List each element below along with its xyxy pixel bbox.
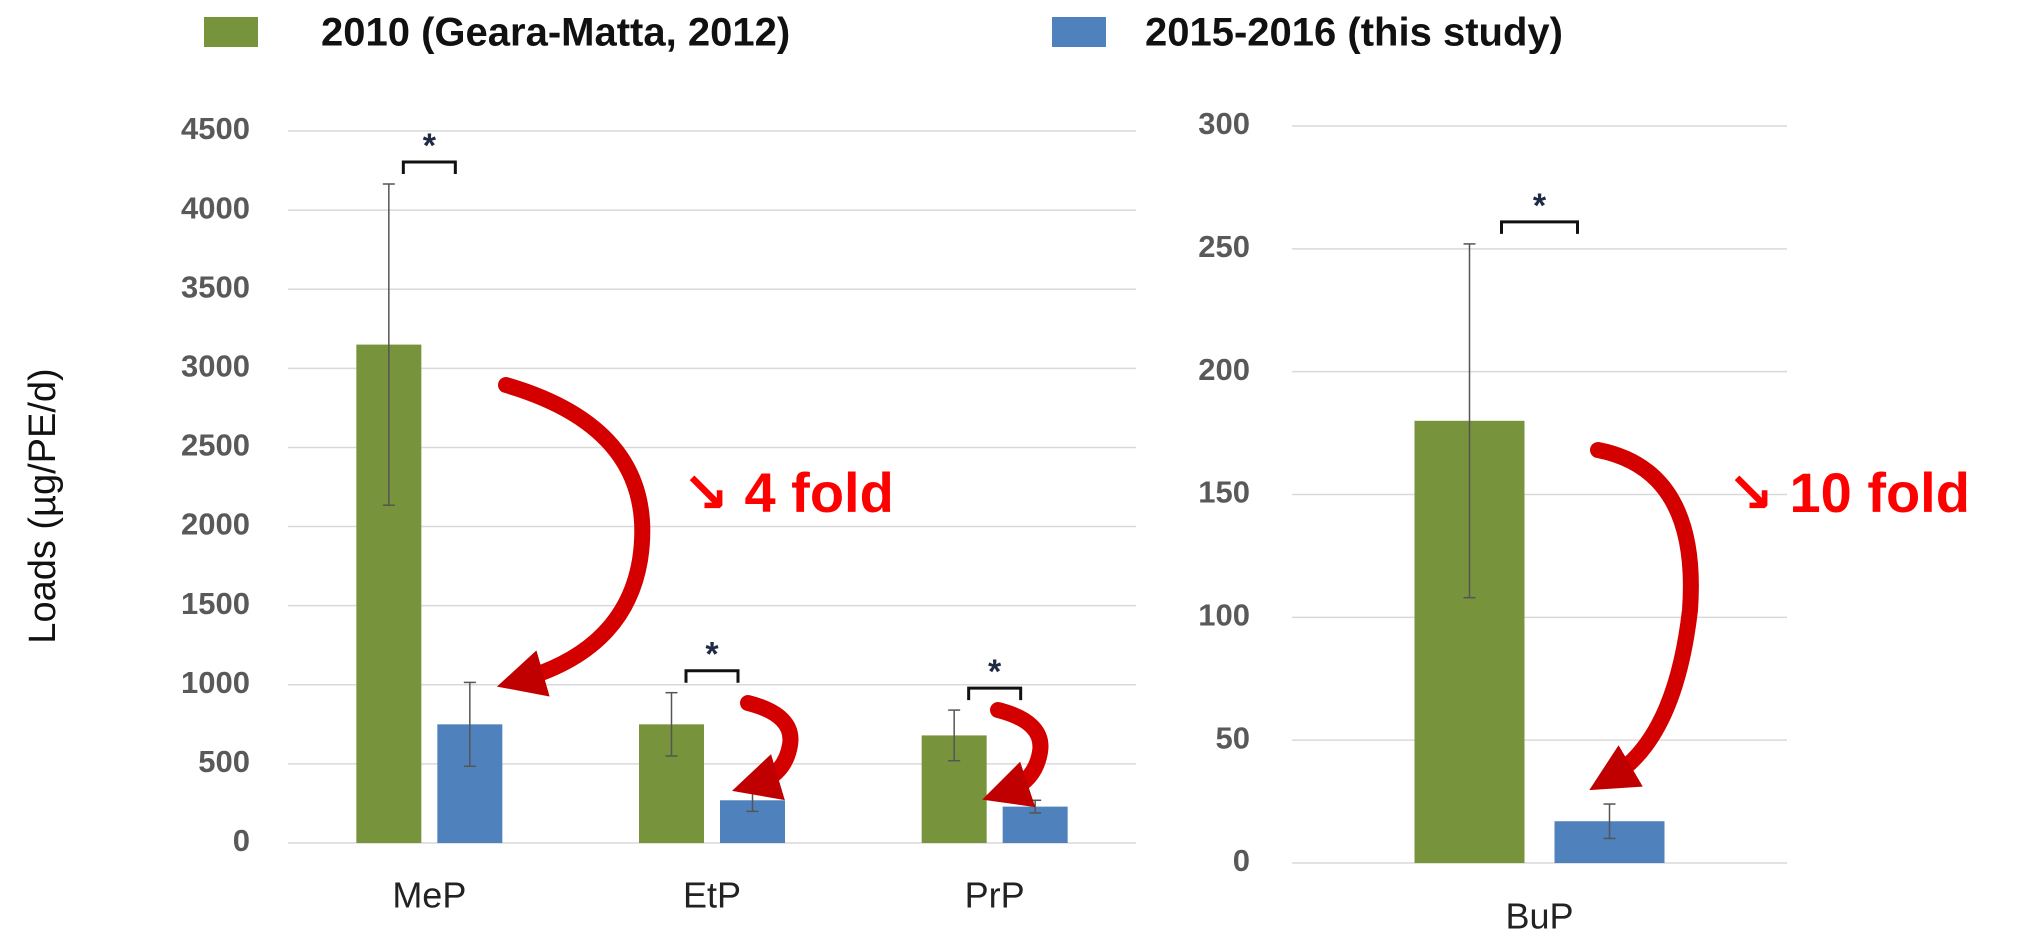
y-tick-label: 50: [1216, 720, 1250, 755]
curved-arrow: [1598, 450, 1691, 778]
legend-swatch: [204, 17, 258, 47]
y-tick-label: 2000: [181, 507, 250, 542]
figure: 050010001500200025003000350040004500MeP*…: [0, 0, 2036, 934]
y-tick-label: 200: [1198, 352, 1250, 387]
y-tick-label: 4500: [181, 111, 250, 146]
y-tick-label: 150: [1198, 475, 1250, 510]
y-tick-label: 100: [1198, 598, 1250, 633]
curved-arrow: [748, 703, 790, 784]
y-axis-label: Loads (µg/PE/d): [22, 368, 64, 643]
y-tick-label: 0: [1233, 843, 1250, 878]
y-tick-label: 3000: [181, 349, 250, 384]
curved-arrow: [506, 385, 642, 680]
significance-label: *: [1533, 187, 1547, 225]
legend-label: 2015-2016 (this study): [1145, 11, 1563, 55]
x-tick-label: MeP: [392, 875, 466, 916]
y-tick-label: 0: [233, 823, 250, 858]
y-tick-label: 3500: [181, 269, 250, 304]
x-tick-label: PrP: [965, 875, 1025, 916]
y-tick-label: 1000: [181, 665, 250, 700]
legend-swatch: [1052, 17, 1106, 47]
legend-label: 2010 (Geara-Matta, 2012): [321, 11, 790, 55]
curved-arrow: [998, 710, 1040, 792]
significance-label: *: [423, 127, 437, 165]
y-tick-label: 300: [1198, 106, 1250, 141]
y-tick-label: 4000: [181, 190, 250, 225]
y-tick-label: 250: [1198, 229, 1250, 264]
fold-label: ↘ 10 fold: [1727, 461, 1970, 524]
significance-label: *: [988, 653, 1002, 691]
y-tick-label: 500: [198, 744, 250, 779]
y-tick-label: 2500: [181, 428, 250, 463]
x-tick-label: EtP: [683, 875, 741, 916]
x-tick-label: BuP: [1505, 896, 1573, 934]
fold-label: ↘ 4 fold: [682, 461, 894, 524]
y-tick-label: 1500: [181, 586, 250, 621]
significance-label: *: [705, 636, 719, 674]
